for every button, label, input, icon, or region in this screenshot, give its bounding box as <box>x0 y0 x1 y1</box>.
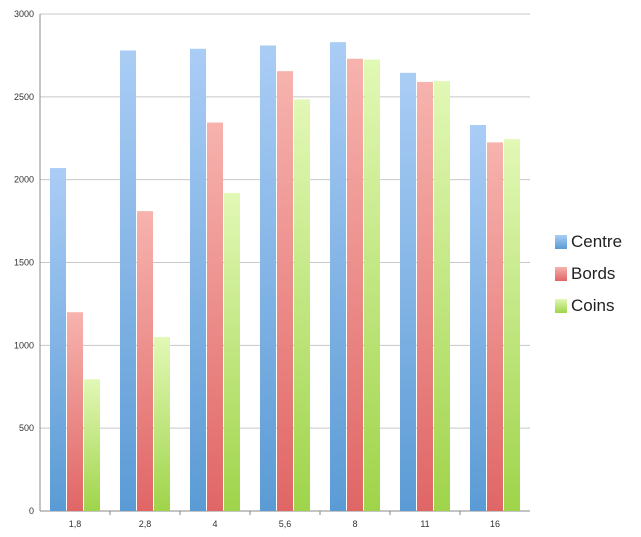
bar-centre <box>50 168 66 511</box>
legend-swatch-bords <box>555 267 567 281</box>
y-tick-label: 0 <box>29 506 34 516</box>
legend: Centre Bords Coins <box>555 226 622 322</box>
bar-coins <box>504 139 520 511</box>
bar-centre <box>260 45 276 512</box>
y-tick-label: 2000 <box>14 175 34 185</box>
bar-centre <box>330 42 346 512</box>
bars <box>50 42 520 512</box>
legend-item-centre: Centre <box>555 226 622 258</box>
bar-centre <box>470 124 486 511</box>
bar-bords <box>487 142 503 511</box>
bar-bords <box>67 312 83 511</box>
tick-labels: 0 500 1000 1500 2000 2500 3000 1,8 2,8 4 5,6 8 11 16 <box>14 9 500 529</box>
bar-bords <box>277 71 293 511</box>
x-tick-label: 16 <box>490 519 500 529</box>
y-tick-label: 1000 <box>14 340 34 350</box>
y-tick-label: 3000 <box>14 9 34 19</box>
bar-bords <box>417 81 433 511</box>
legend-label-centre: Centre <box>571 232 623 251</box>
bar-coins <box>224 192 240 512</box>
legend-item-coins: Coins <box>555 290 622 322</box>
x-tick-label: 8 <box>352 519 357 529</box>
bar-centre <box>190 48 206 511</box>
legend-swatch-coins <box>555 299 567 313</box>
bar-centre <box>120 50 136 512</box>
legend-item-bords: Bords <box>555 258 622 290</box>
bar-coins <box>364 59 380 511</box>
x-tick-label: 1,8 <box>69 519 82 529</box>
x-tick-label: 11 <box>420 519 429 529</box>
legend-swatch-centre <box>555 235 567 249</box>
bar-coins <box>84 379 100 511</box>
x-tick-label: 4 <box>212 519 217 529</box>
bar-bords <box>137 211 153 512</box>
bar-coins <box>434 81 450 511</box>
bar-bords <box>347 58 363 511</box>
bar-coins <box>154 337 170 511</box>
x-tick-label: 2,8 <box>139 519 152 529</box>
y-tick-label: 500 <box>19 423 34 433</box>
bar-centre <box>400 72 416 511</box>
y-tick-label: 1500 <box>14 258 34 268</box>
y-tick-label: 2500 <box>14 92 34 102</box>
bar-bords <box>207 122 223 512</box>
legend-label-coins: Coins <box>571 296 615 315</box>
bar-coins <box>294 99 310 512</box>
x-tick-label: 5,6 <box>279 519 292 529</box>
legend-label-bords: Bords <box>571 264 616 283</box>
